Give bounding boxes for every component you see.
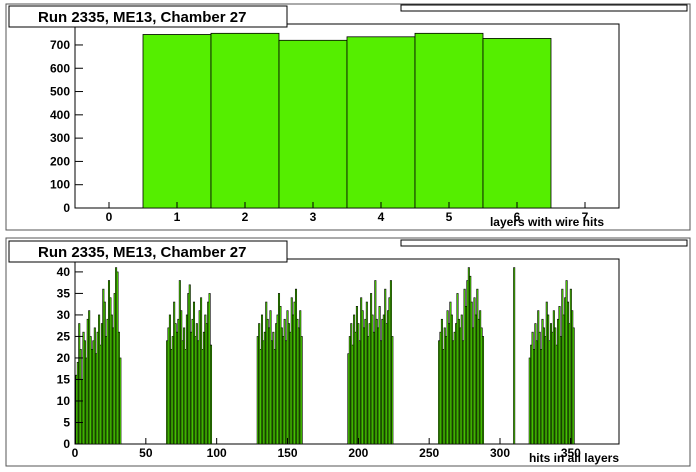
stats-box-bottom (400, 239, 688, 247)
bar (142, 34, 212, 209)
y-tick-label: 25 (57, 329, 71, 343)
y-tick-label: 0 (63, 437, 70, 451)
bars-top (142, 32, 552, 209)
x-tick-label: 250 (419, 446, 439, 460)
x-tick-label: 5 (446, 210, 453, 224)
y-tick-label: 35 (57, 286, 71, 300)
x-tick-label: 0 (72, 446, 79, 460)
y-tick-label: 5 (63, 415, 70, 429)
bar (572, 327, 575, 445)
pad-bottom: 0 5 10 15 20 25 30 35 40 0 50 100 150 200 250 300 350 h… (5, 237, 691, 467)
x-tick-label: 350 (561, 446, 581, 460)
bar (300, 336, 303, 445)
x-tick-label: 200 (348, 446, 368, 460)
bar (346, 36, 416, 209)
bars-bottom (75, 267, 575, 445)
x-axis-bottom: 0 50 100 150 200 250 300 350 (72, 438, 581, 460)
plot-frame-bottom (74, 258, 620, 445)
chart-title-bottom: Run 2335, ME13, Chamber 27 (38, 244, 246, 261)
bar (481, 336, 485, 445)
y-tick-label: 40 (57, 265, 71, 279)
x-axis-title-top: layers with wire hits (490, 215, 604, 229)
x-tick-label: 50 (139, 446, 153, 460)
y-tick-label: 600 (50, 61, 70, 75)
title-box-top (8, 5, 288, 28)
bar (414, 32, 484, 209)
y-tick-label: 30 (57, 308, 71, 322)
x-axis-title-bottom: hits in all layers (529, 451, 619, 465)
y-tick-label: 400 (50, 108, 70, 122)
bar (278, 39, 348, 209)
bar (391, 336, 394, 445)
y-tick-label: 20 (57, 351, 71, 365)
x-tick-label: 0 (106, 210, 113, 224)
bar (210, 32, 280, 209)
x-tick-label: 4 (378, 210, 385, 224)
x-axis-top: 0 1 2 3 4 5 6 7 (106, 202, 589, 224)
y-tick-label: 10 (57, 394, 71, 408)
x-tick-label: 2 (242, 210, 249, 224)
x-tick-label: 100 (207, 446, 227, 460)
bar (482, 38, 552, 209)
stats-box-top (400, 4, 688, 12)
x-tick-label: 300 (490, 446, 510, 460)
x-tick-label: 3 (310, 210, 317, 224)
pad-top: 0 100 200 300 400 500 600 700 0 1 2 3 4 5 6 7 layers w… (5, 3, 691, 231)
y-axis-bottom: 0 5 10 15 20 25 30 35 40 (57, 265, 83, 451)
bar (119, 357, 122, 445)
bar (209, 344, 213, 445)
x-tick-label: 6 (514, 210, 521, 224)
y-tick-label: 200 (50, 154, 70, 168)
y-tick-label: 700 (50, 38, 70, 52)
x-tick-label: 7 (582, 210, 589, 224)
title-box-bottom (8, 240, 288, 263)
y-axis-top: 0 100 200 300 400 500 600 700 (50, 38, 83, 215)
y-tick-label: 300 (50, 131, 70, 145)
y-tick-label: 100 (50, 178, 70, 192)
y-tick-label: 15 (57, 372, 71, 386)
bar (513, 267, 516, 445)
x-tick-label: 1 (174, 210, 181, 224)
y-tick-label: 500 (50, 85, 70, 99)
x-tick-label: 150 (277, 446, 297, 460)
y-tick-label: 0 (63, 201, 70, 215)
chart-title-top: Run 2335, ME13, Chamber 27 (38, 9, 246, 26)
